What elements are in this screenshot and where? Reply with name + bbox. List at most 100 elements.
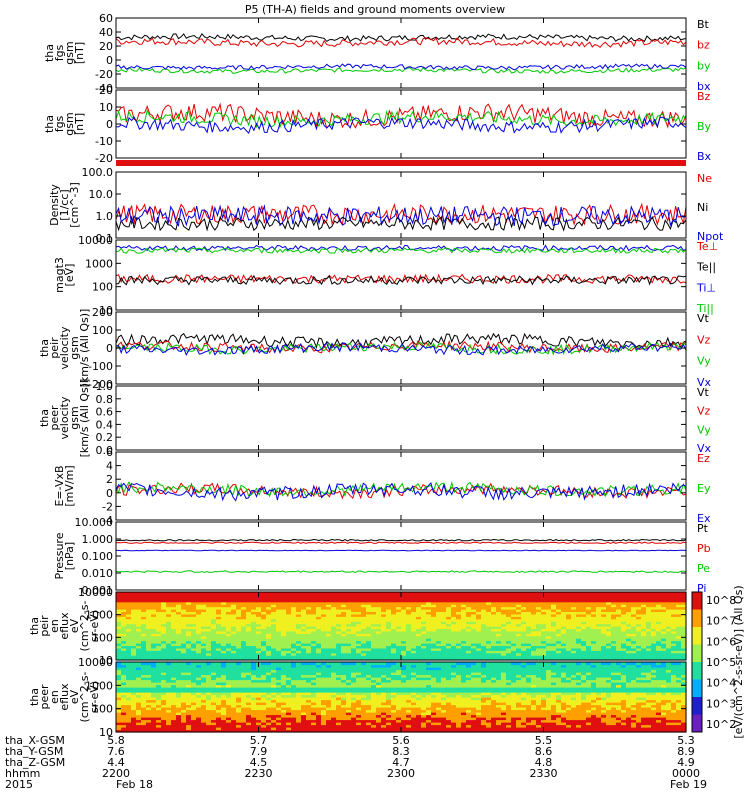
spectrogram-cell xyxy=(561,606,567,610)
spectrogram-cell xyxy=(181,652,187,656)
spectrogram-cell xyxy=(346,729,352,733)
spectrogram-cell xyxy=(181,655,187,659)
spectrogram-cell xyxy=(536,621,542,625)
spectrogram-cell xyxy=(641,611,647,615)
spectrogram-cell xyxy=(611,630,617,634)
spectrogram-cell xyxy=(141,689,147,693)
spectrogram-cell xyxy=(131,717,137,721)
spectrogram-cell xyxy=(136,606,142,610)
spectrogram-cell xyxy=(491,606,497,610)
spectrogram-cell xyxy=(116,650,122,654)
spectrogram-cell xyxy=(281,664,287,668)
spectrogram-cell xyxy=(201,638,207,642)
spectrogram-cell xyxy=(431,621,437,625)
spectrogram-cell xyxy=(491,611,497,615)
spectrogram-cell xyxy=(241,694,247,698)
spectrogram-cell xyxy=(131,609,137,613)
spectrogram-cell xyxy=(431,643,437,647)
spectrogram-cell xyxy=(396,609,402,613)
spectrogram-cell xyxy=(166,727,172,731)
spectrogram-cell xyxy=(466,645,472,649)
spectrogram-cell xyxy=(156,621,162,625)
spectrogram-cell xyxy=(426,613,432,617)
spectrogram-cell xyxy=(426,628,432,632)
spectrogram-cell xyxy=(181,601,187,605)
spectrogram-cell xyxy=(461,630,467,634)
spectrogram-cell xyxy=(481,657,487,661)
spectrogram-cell xyxy=(331,694,337,698)
spectrogram-cell xyxy=(221,655,227,659)
spectrogram-cell xyxy=(366,599,372,603)
spectrogram-cell xyxy=(346,662,352,666)
spectrogram-cell xyxy=(151,709,157,713)
spectrogram-cell xyxy=(451,650,457,654)
spectrogram-cell xyxy=(131,652,137,656)
spectrogram-cell xyxy=(256,677,262,681)
spectrogram-cell xyxy=(281,592,287,596)
spectrogram-cell xyxy=(191,712,197,716)
spectrogram-cell xyxy=(681,592,687,596)
spectrogram-cell xyxy=(151,650,157,654)
spectrogram-cell xyxy=(526,645,532,649)
spectrogram-cell xyxy=(296,645,302,649)
spectrogram-cell xyxy=(536,604,542,608)
spectrogram-cell xyxy=(461,633,467,637)
spectrogram-cell xyxy=(631,623,637,627)
spectrogram-cell xyxy=(186,626,192,630)
spectrogram-cell xyxy=(116,626,122,630)
spectrogram-cell xyxy=(646,645,652,649)
spectrogram-cell xyxy=(631,599,637,603)
spectrogram-cell xyxy=(496,630,502,634)
spectrogram-cell xyxy=(171,694,177,698)
spectrogram-cell xyxy=(341,722,347,726)
spectrogram-cell xyxy=(376,613,382,617)
spectrogram-cell xyxy=(591,611,597,615)
spectrogram-cell xyxy=(151,684,157,688)
spectrogram-cell xyxy=(651,652,657,656)
spectrogram-cell xyxy=(636,621,642,625)
spectrogram-cell xyxy=(671,652,677,656)
spectrogram-cell xyxy=(156,699,162,703)
spectrogram-cell xyxy=(471,633,477,637)
spectrogram-cell xyxy=(321,630,327,634)
spectrogram-cell xyxy=(256,704,262,708)
spectrogram-cell xyxy=(481,613,487,617)
spectrogram-cell xyxy=(326,655,332,659)
spectrogram-cell xyxy=(571,609,577,613)
spectrogram-cell xyxy=(236,667,242,671)
spectrogram-cell xyxy=(326,592,332,596)
spectrogram-cell xyxy=(351,699,357,703)
spectrogram-cell xyxy=(581,596,587,600)
y-axis-label-line: [km/s (All Qs)] xyxy=(78,309,91,388)
spectrogram-cell xyxy=(521,655,527,659)
spectrogram-cell xyxy=(436,594,442,598)
spectrogram-cell xyxy=(326,657,332,661)
spectrogram-cell xyxy=(211,714,217,718)
spectrogram-cell xyxy=(211,647,217,651)
spectrogram-cell xyxy=(301,717,307,721)
spectrogram-cell xyxy=(246,643,252,647)
spectrogram-cell xyxy=(561,621,567,625)
spectrogram-cell xyxy=(126,682,132,686)
spectrogram-cell xyxy=(321,714,327,718)
spectrogram-cell xyxy=(266,647,272,651)
spectrogram-cell xyxy=(176,699,182,703)
spectrogram-cell xyxy=(226,626,232,630)
spectrogram-cell xyxy=(176,727,182,731)
spectrogram-cell xyxy=(371,647,377,651)
spectrogram-cell xyxy=(241,599,247,603)
spectrogram-cell xyxy=(126,604,132,608)
spectrogram-cell xyxy=(251,727,257,731)
spectrogram-cell xyxy=(211,655,217,659)
spectrogram-cell xyxy=(611,655,617,659)
spectrogram-cell xyxy=(221,592,227,596)
spectrogram-cell xyxy=(186,669,192,673)
spectrogram-cell xyxy=(416,621,422,625)
spectrogram-cell xyxy=(161,592,167,596)
spectrogram-cell xyxy=(651,618,657,622)
spectrogram-cell xyxy=(626,640,632,644)
spectrogram-cell xyxy=(186,687,192,691)
spectrogram-cell xyxy=(636,650,642,654)
spectrogram-cell xyxy=(241,704,247,708)
spectrogram-cell xyxy=(506,633,512,637)
